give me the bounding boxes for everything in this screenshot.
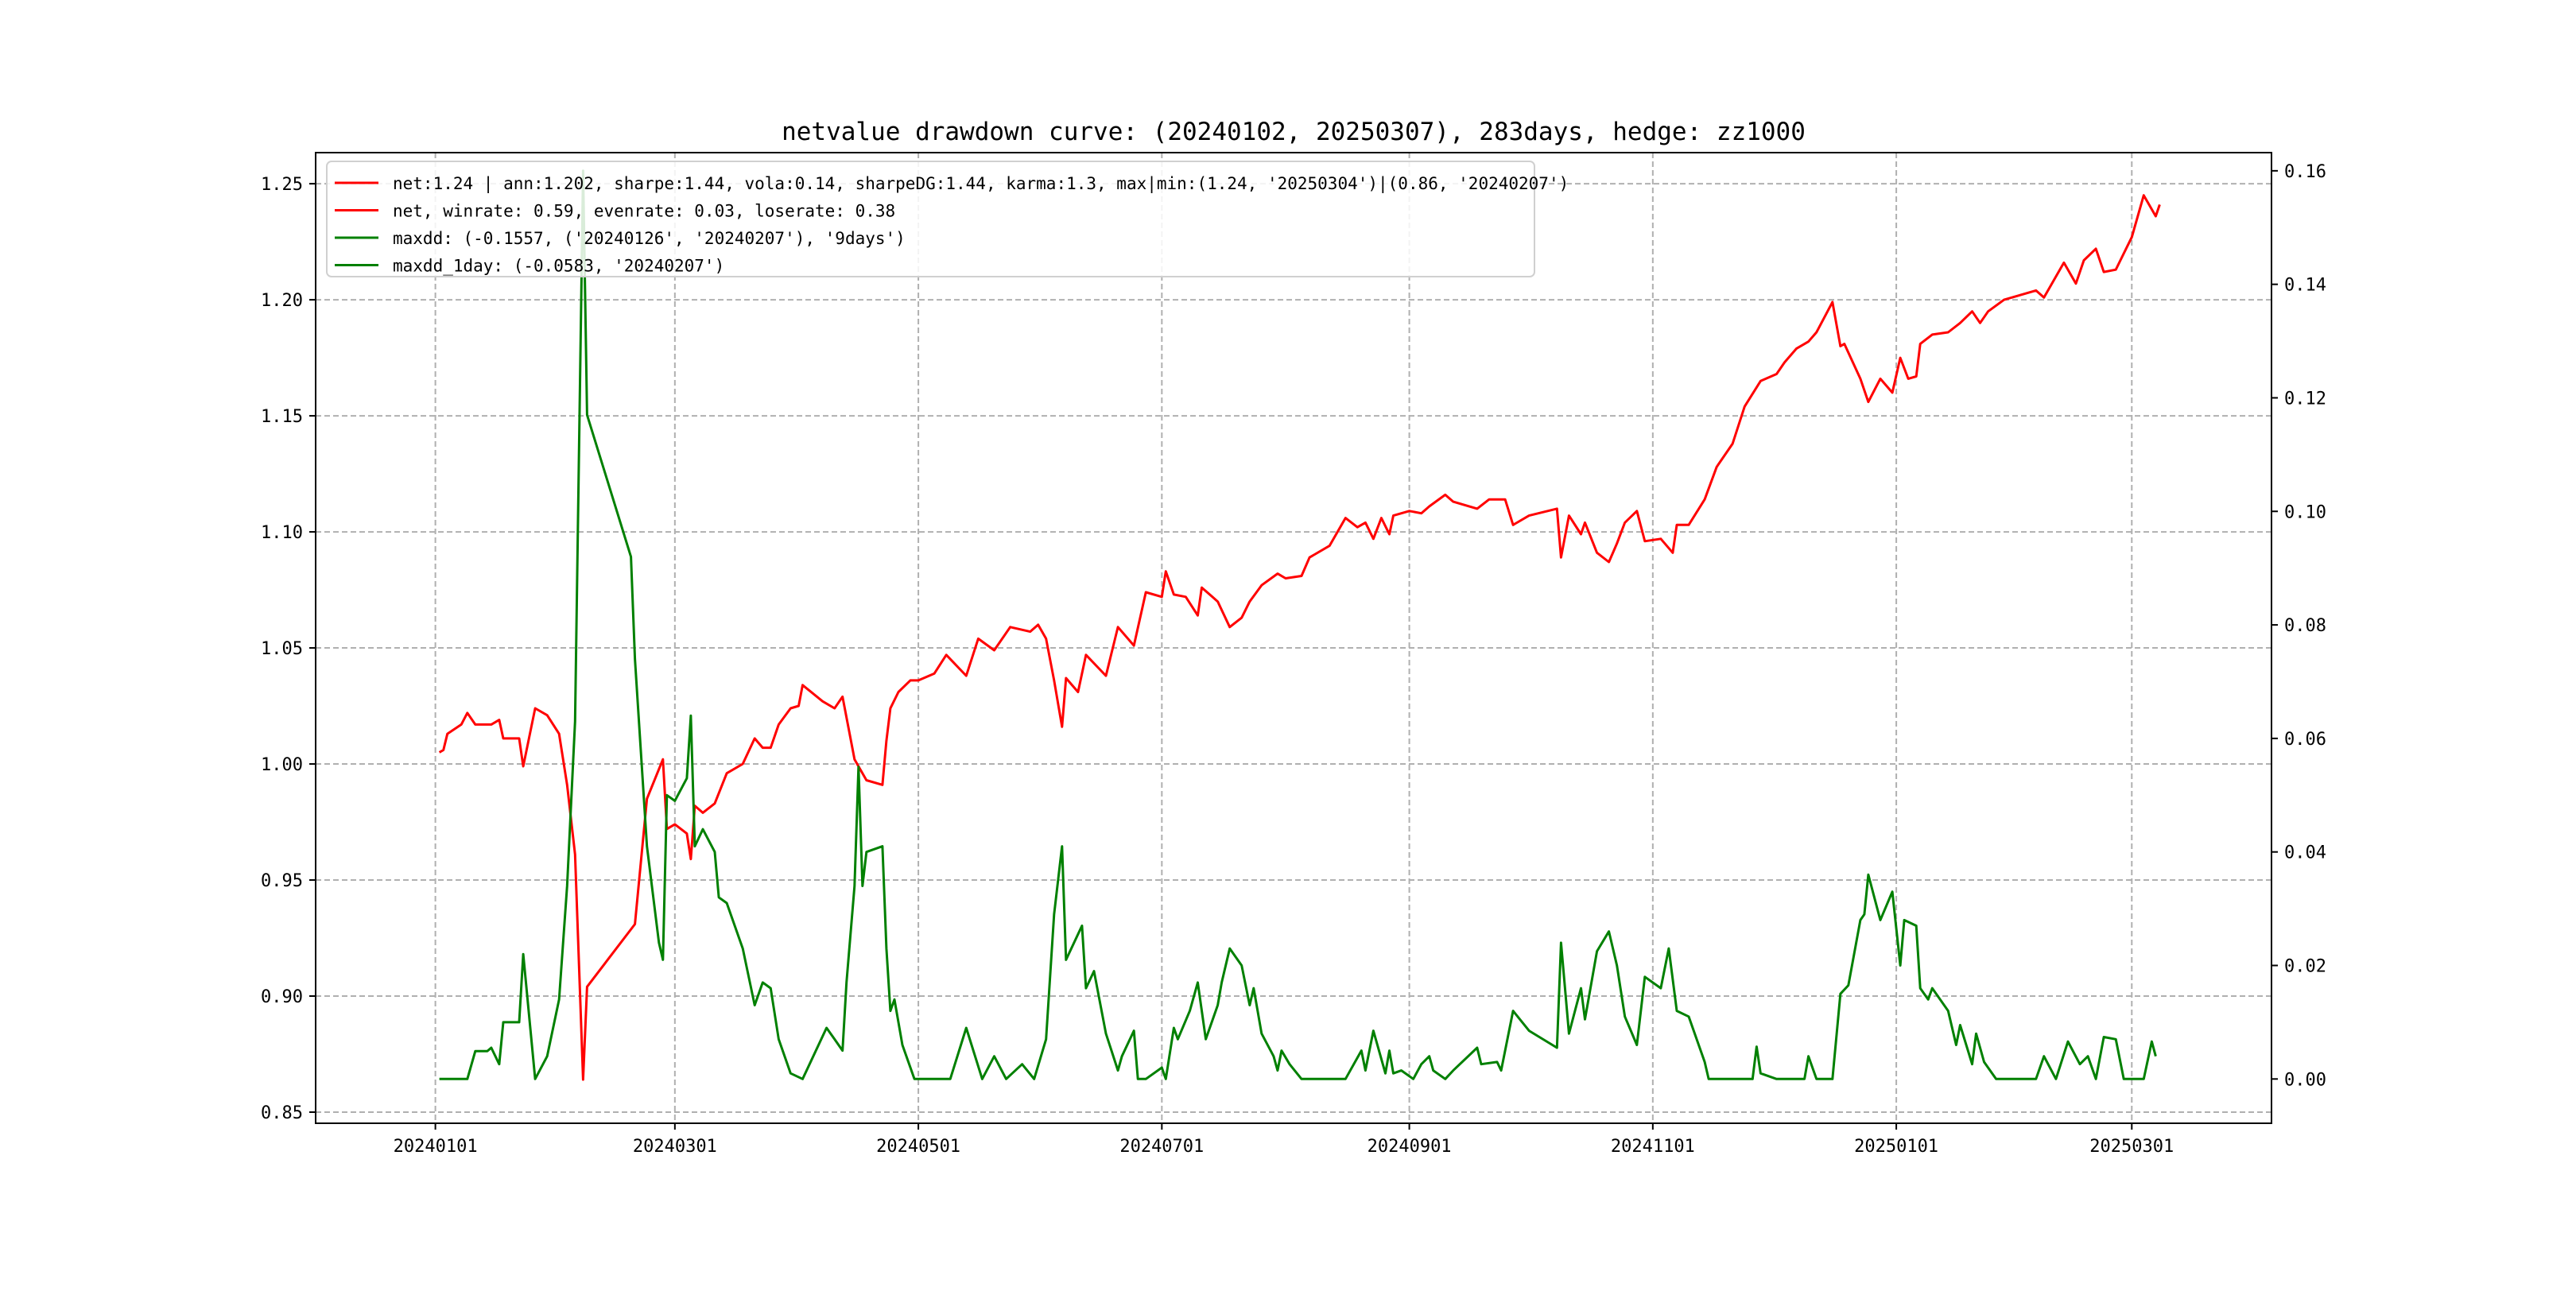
y-right-tick-label: 0.06	[2284, 730, 2326, 750]
x-axis: 20240101 20240301 20240501 20240701 20240901…	[394, 1123, 2174, 1157]
y-left-tick-label: 1.00	[261, 755, 303, 775]
legend-label: net:1.24 | ann:1.202, sharpe:1.44, vola:…	[393, 174, 1569, 194]
y-right-tick-label: 0.08	[2284, 616, 2326, 636]
x-tick-label: 20241101	[1611, 1137, 1695, 1157]
y-axis-right: 0.00 0.02 0.04 0.06 0.08 0.10 0.12 0.14 0.16	[2271, 162, 2326, 1090]
legend: net:1.24 | ann:1.202, sharpe:1.44, vola:…	[326, 161, 1569, 277]
legend-box	[326, 161, 1535, 277]
legend-label: maxdd_1day: (-0.0583, '20240207')	[393, 257, 724, 276]
y-right-tick-label: 0.02	[2284, 956, 2326, 976]
y-right-tick-label: 0.12	[2284, 389, 2326, 409]
series-layer	[438, 169, 2161, 1081]
legend-label: net, winrate: 0.59, evenrate: 0.03, lose…	[393, 202, 895, 221]
y-left-tick-label: 1.25	[261, 175, 303, 195]
plot-frame	[315, 152, 2272, 1124]
y-right-tick-label: 0.04	[2284, 843, 2326, 863]
x-tick-label: 20240901	[1368, 1137, 1452, 1157]
grid	[316, 153, 2271, 1123]
x-tick-label: 20250101	[1854, 1137, 1938, 1157]
series-line-net	[438, 194, 2161, 1081]
legend-label: maxdd: (-0.1557, ('20240126', '20240207'…	[393, 229, 906, 248]
y-right-tick-label: 0.10	[2284, 502, 2326, 522]
series-line-maxdd	[439, 169, 2157, 1080]
y-right-tick-label: 0.14	[2284, 276, 2326, 296]
y-left-tick-label: 1.05	[261, 639, 303, 659]
y-right-tick-label: 0.16	[2284, 162, 2326, 182]
y-left-tick-label: 1.20	[261, 291, 303, 311]
chart-title: netvalue drawdown curve: (20240102, 2025…	[782, 118, 1806, 146]
x-tick-label: 20240501	[876, 1137, 960, 1157]
x-tick-label: 20240301	[633, 1137, 717, 1157]
y-left-tick-label: 0.95	[261, 871, 303, 891]
x-tick-label: 20240701	[1119, 1137, 1204, 1157]
x-tick-label: 20240101	[394, 1137, 478, 1157]
y-left-tick-label: 1.15	[261, 407, 303, 427]
y-left-tick-label: 0.90	[261, 987, 303, 1007]
y-left-tick-label: 0.85	[261, 1103, 303, 1123]
y-left-tick-label: 1.10	[261, 523, 303, 543]
x-tick-label: 20250301	[2089, 1137, 2174, 1157]
y-axis-left: 0.85 0.90 0.95 1.00 1.05 1.10 1.15 1.20 1.25	[261, 175, 316, 1123]
y-right-tick-label: 0.00	[2284, 1070, 2326, 1090]
